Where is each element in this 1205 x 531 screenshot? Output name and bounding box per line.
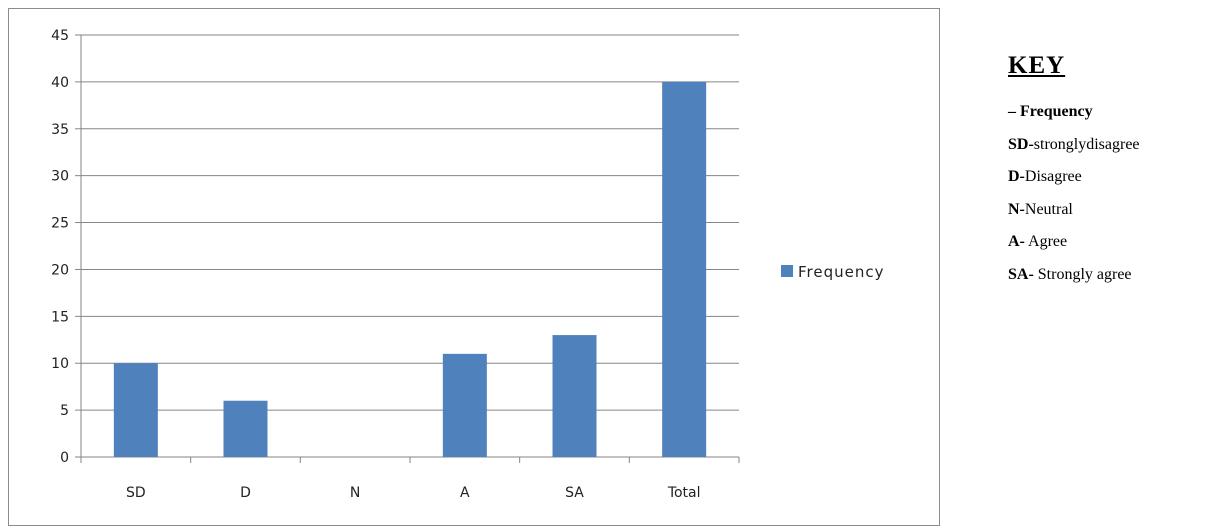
- key-item-desc: Strongly agree: [1033, 265, 1132, 283]
- y-tick-label: 0: [60, 450, 69, 466]
- y-tick-label: 30: [51, 169, 69, 185]
- legend-label: Frequency: [798, 263, 885, 281]
- key-item-a: A- Agree: [1008, 232, 1203, 252]
- bar-a: [442, 353, 487, 457]
- bar-total: [662, 81, 707, 457]
- bar-chart: 0 5 10 15 20 25 30 35 40 45 SD D N A SA Total Frequency: [51, 28, 885, 501]
- bar-sd: [113, 363, 158, 457]
- bar-sa: [552, 335, 597, 457]
- x-tick-label: N: [350, 485, 360, 501]
- key-item-desc: – Frequency: [1008, 103, 1093, 120]
- key-item-desc: stronglydisagree: [1033, 135, 1140, 153]
- y-tick-label: 25: [51, 216, 69, 232]
- key-panel: KEY – Frequency SD-stronglydisagree D-Di…: [1008, 52, 1203, 297]
- key-item-d: D-Disagree: [1008, 167, 1203, 187]
- key-item-sa: SA- Strongly agree: [1008, 265, 1203, 285]
- key-item-sd: SD-stronglydisagree: [1008, 135, 1203, 155]
- y-tick-label: 45: [51, 28, 69, 44]
- key-item-abbr: N-: [1008, 200, 1025, 218]
- x-tick-label: SA: [565, 485, 584, 501]
- y-tick-label: 10: [51, 356, 69, 372]
- key-item-frequency: – Frequency: [1008, 102, 1203, 122]
- x-tick-label: D: [240, 485, 251, 501]
- key-item-abbr: A-: [1008, 233, 1025, 250]
- y-tick-label: 40: [51, 75, 69, 91]
- y-tick-label: 20: [51, 262, 69, 278]
- key-item-abbr: D-: [1008, 168, 1025, 185]
- key-item-n: N-Neutral: [1008, 200, 1203, 220]
- y-tick-label: 35: [51, 122, 69, 138]
- x-tick-label: SD: [126, 485, 146, 501]
- y-tick-label: 15: [51, 309, 69, 325]
- key-title: KEY: [1008, 52, 1066, 79]
- key-item-desc: Agree: [1024, 233, 1068, 250]
- key-item-desc: Disagree: [1024, 168, 1082, 185]
- key-item-abbr: SD-: [1008, 135, 1034, 153]
- legend-swatch: [781, 265, 793, 277]
- x-tick-label: A: [460, 485, 470, 501]
- key-item-desc: Neutral: [1024, 200, 1073, 218]
- y-tick-label: 5: [60, 403, 69, 419]
- chart-frame: 0 5 10 15 20 25 30 35 40 45 SD D N A SA Total Frequency: [8, 8, 940, 526]
- key-item-abbr: SA-: [1008, 265, 1034, 283]
- bar-d: [223, 400, 268, 457]
- x-tick-label: Total: [667, 485, 701, 501]
